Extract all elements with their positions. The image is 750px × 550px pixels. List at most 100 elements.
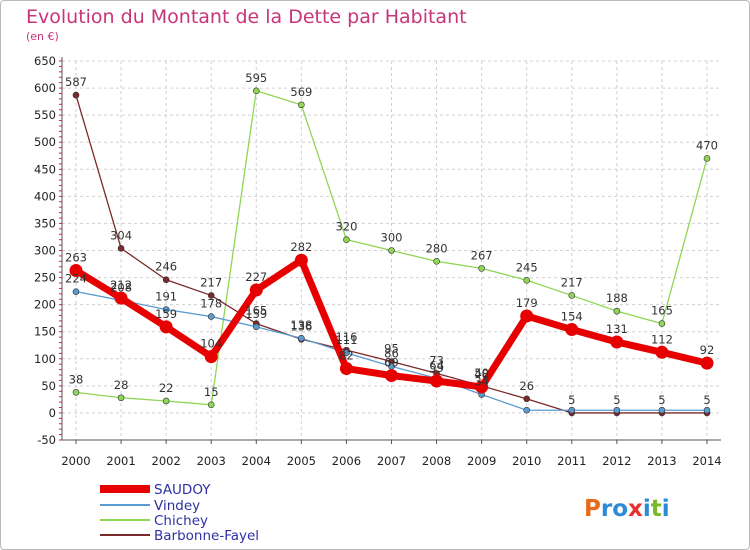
data-point <box>339 362 353 376</box>
data-label: 246 <box>155 260 177 274</box>
y-tick-label: 500 <box>34 135 56 149</box>
data-point <box>72 91 80 99</box>
x-tick-label: 2007 <box>377 454 406 468</box>
data-label: 300 <box>381 231 403 245</box>
data-label: 320 <box>335 220 357 234</box>
logo-letter: P <box>584 496 601 522</box>
data-point <box>162 397 170 405</box>
data-point <box>298 334 305 342</box>
series <box>69 87 714 417</box>
y-tick-label: -50 <box>37 433 56 447</box>
data-label: 5 <box>568 393 575 407</box>
data-label: 159 <box>155 307 177 321</box>
data-label: 245 <box>516 260 538 274</box>
data-label: 304 <box>110 228 132 242</box>
y-tick-label: 100 <box>34 352 56 366</box>
x-tick-label: 2005 <box>287 454 316 468</box>
y-tick-label: 550 <box>34 108 56 122</box>
data-label: 179 <box>516 296 538 310</box>
data-label: 95 <box>384 341 399 355</box>
x-tick-label: 2000 <box>61 454 90 468</box>
x-tick-label: 2002 <box>152 454 181 468</box>
data-label: 69 <box>384 356 399 370</box>
data-point <box>658 320 666 327</box>
data-label: 569 <box>290 85 312 99</box>
logo-letter: t <box>651 496 662 522</box>
data-point <box>207 401 215 409</box>
data-label: 282 <box>290 240 312 254</box>
data-label: 86 <box>384 346 399 360</box>
data-label: 22 <box>159 381 174 395</box>
y-tick-label: 0 <box>49 406 56 420</box>
chart-title: Evolution du Montant de la Dette par Hab… <box>26 6 467 28</box>
data-label: 208 <box>110 280 132 294</box>
data-label: 26 <box>519 379 534 393</box>
data-point <box>703 406 711 414</box>
data-point <box>568 406 576 414</box>
logo-letter: x <box>628 496 643 522</box>
data-label: 82 <box>339 349 354 363</box>
data-label: 73 <box>429 353 444 367</box>
data-point <box>294 253 308 267</box>
data-point <box>478 265 485 272</box>
x-tick-label: 2010 <box>512 454 541 468</box>
y-tick-label: 250 <box>34 271 56 285</box>
logo-letter: o <box>612 496 628 522</box>
data-point <box>207 292 215 299</box>
data-point <box>162 306 170 313</box>
data-label: 111 <box>335 333 357 347</box>
data-label: 116 <box>335 330 357 344</box>
data-point <box>343 236 350 243</box>
axes: -500501001502002503003504004505005506006… <box>34 54 722 468</box>
logo-letter: i <box>662 496 670 522</box>
data-label: 64 <box>429 358 444 372</box>
data-label: 38 <box>69 372 84 386</box>
x-tick-label: 2008 <box>422 454 451 468</box>
data-label: 227 <box>245 270 267 284</box>
logo-text: Proxiti <box>584 496 670 522</box>
data-label: 28 <box>114 378 129 392</box>
data-label: 212 <box>110 278 132 292</box>
x-tick-label: 2013 <box>647 454 676 468</box>
y-tick-label: 150 <box>34 325 56 339</box>
data-label: 138 <box>290 318 312 332</box>
x-tick-label: 2014 <box>692 454 721 468</box>
data-point <box>523 276 531 284</box>
data-point <box>613 406 621 414</box>
data-label: 280 <box>426 241 448 255</box>
x-tick-label: 2003 <box>197 454 226 468</box>
logo-letter: i <box>643 496 651 522</box>
y-tick-label: 300 <box>34 244 56 258</box>
data-label: 470 <box>696 138 718 152</box>
data-label: 59 <box>429 361 444 375</box>
x-tick-label: 2009 <box>467 454 496 468</box>
data-point <box>117 394 125 402</box>
data-label: 267 <box>471 248 493 262</box>
data-point <box>565 323 579 337</box>
data-point <box>433 258 440 265</box>
data-label: 5 <box>658 393 665 407</box>
data-point <box>298 101 305 109</box>
data-point <box>430 374 444 388</box>
x-tick-label: 2012 <box>602 454 631 468</box>
y-tick-label: 50 <box>41 379 56 393</box>
y-tick-label: 600 <box>34 81 56 95</box>
y-tick-label: 200 <box>34 298 56 312</box>
data-label: 34 <box>474 375 489 389</box>
data-point <box>700 356 714 370</box>
data-label: 48 <box>474 367 489 381</box>
data-label: 178 <box>200 297 222 311</box>
data-point <box>249 283 263 297</box>
data-label: 165 <box>245 304 267 318</box>
data-point <box>658 406 666 414</box>
x-tick-label: 2011 <box>557 454 586 468</box>
data-label: 159 <box>245 307 267 321</box>
data-point <box>568 292 576 299</box>
data-point <box>703 155 711 162</box>
data-point <box>204 350 218 364</box>
data-point <box>114 291 128 305</box>
data-label: 92 <box>700 343 715 357</box>
data-point <box>207 313 215 320</box>
